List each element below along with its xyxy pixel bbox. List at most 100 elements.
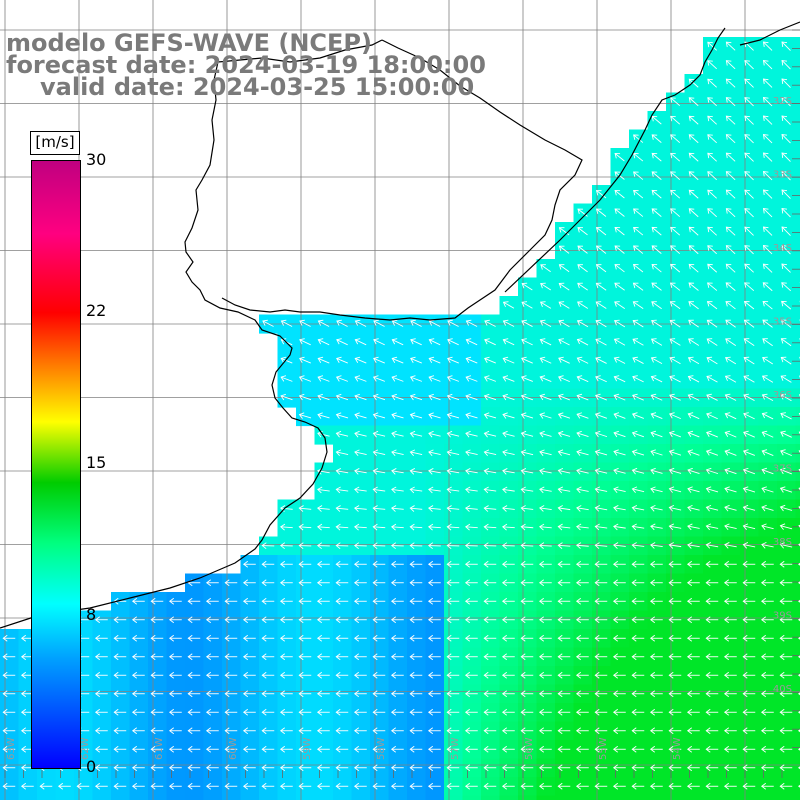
- wind-arrow: [2, 690, 16, 698]
- wind-arrow: [354, 579, 367, 587]
- wind-arrow: [336, 338, 348, 346]
- wind-arrow: [317, 764, 330, 772]
- wind-arrow: [557, 616, 571, 624]
- wind-cell: [111, 795, 131, 800]
- wind-arrow: [280, 356, 293, 364]
- wind-arrow: [613, 542, 626, 549]
- wind-arrow: [779, 560, 793, 568]
- wind-arrow: [354, 505, 367, 512]
- wind-arrow: [724, 653, 737, 661]
- wind-arrow: [243, 764, 256, 772]
- wind-arrow: [743, 430, 755, 438]
- wind-arrow: [354, 523, 367, 531]
- wind-arrow: [595, 264, 607, 273]
- wind-arrow: [354, 782, 367, 790]
- wind-arrow: [465, 319, 478, 327]
- wind-arrow: [742, 616, 756, 624]
- wind-cell: [795, 499, 800, 519]
- wind-arrow: [779, 727, 793, 735]
- wind-cell: [666, 795, 686, 800]
- wind-arrow: [614, 245, 625, 254]
- wind-arrow: [520, 560, 534, 568]
- wind-arrow: [705, 708, 719, 716]
- wind-arrow: [725, 152, 736, 162]
- wind-arrow: [317, 542, 330, 550]
- longitude-label: 61W: [154, 737, 165, 760]
- wind-arrow: [299, 356, 311, 364]
- wind-arrow: [446, 393, 460, 401]
- wind-cell: [795, 55, 800, 75]
- wind-cell: [777, 795, 797, 800]
- wind-arrow: [687, 523, 700, 531]
- wind-arrow: [372, 542, 386, 550]
- wind-arrow: [725, 115, 736, 125]
- wind-arrow: [651, 226, 662, 236]
- wind-arrow: [650, 467, 663, 475]
- wind-arrow: [744, 263, 754, 273]
- wind-arrow: [707, 282, 718, 291]
- wind-arrow: [706, 430, 718, 438]
- wind-arrow: [410, 338, 422, 346]
- wind-arrow: [502, 542, 515, 550]
- wind-arrow: [687, 430, 700, 438]
- wind-arrow: [781, 189, 791, 199]
- wind-arrow: [798, 506, 800, 510]
- wind-arrow: [539, 597, 552, 605]
- wind-arrow: [372, 616, 386, 624]
- wind-arrow: [631, 708, 645, 716]
- wind-arrow: [298, 523, 312, 531]
- wind-arrow: [779, 467, 793, 475]
- wind-arrow: [317, 634, 330, 642]
- wind-arrow: [169, 727, 182, 735]
- wind-arrow: [558, 375, 570, 383]
- wind-arrow: [780, 319, 792, 328]
- wind-arrow: [669, 282, 681, 291]
- wind-arrow: [744, 115, 754, 125]
- wind-arrow: [280, 579, 293, 587]
- wind-cell: [795, 203, 800, 223]
- wind-arrow: [576, 375, 589, 383]
- wind-arrow: [372, 523, 386, 531]
- wind-arrow: [742, 597, 756, 605]
- wind-arrow: [372, 782, 386, 790]
- wind-arrow: [670, 97, 681, 107]
- wind-arrow: [670, 189, 681, 199]
- wind-arrow: [169, 634, 182, 642]
- wind-arrow: [779, 504, 793, 512]
- wind-arrow: [132, 634, 145, 642]
- wind-arrow: [576, 542, 589, 549]
- wind-arrow: [465, 745, 478, 753]
- wind-arrow: [391, 338, 404, 346]
- wind-arrow: [391, 449, 404, 457]
- wind-arrow: [762, 171, 773, 181]
- wind-arrow: [428, 782, 441, 790]
- wind-arrow: [762, 60, 773, 70]
- wind-arrow: [669, 393, 681, 401]
- wind-arrow: [724, 634, 737, 642]
- wind-arrow: [298, 597, 312, 605]
- wind-arrow: [317, 375, 330, 382]
- wind-arrow: [687, 690, 700, 698]
- forecast-date: forecast date: 2024-03-19 18:00:00: [6, 51, 486, 79]
- wind-arrow: [354, 486, 367, 494]
- wind-arrow: [261, 560, 275, 568]
- wind-arrow: [780, 393, 792, 402]
- wind-arrow: [428, 653, 441, 661]
- wind-arrow: [502, 671, 515, 679]
- wind-arrow: [335, 708, 349, 716]
- wind-arrow: [688, 78, 699, 88]
- wind-arrow: [428, 579, 441, 587]
- colorbar-tick-8: 8: [86, 605, 97, 624]
- wind-arrow: [779, 671, 793, 679]
- wind-arrow: [187, 745, 201, 753]
- wind-arrow: [576, 523, 589, 531]
- wind-arrow: [558, 282, 570, 291]
- wind-arrow: [261, 690, 275, 698]
- wind-arrow: [557, 708, 571, 716]
- wind-arrow: [446, 782, 460, 790]
- wind-cell: [388, 795, 408, 800]
- wind-arrow: [595, 338, 607, 346]
- wind-arrow: [779, 579, 793, 587]
- wind-arrow: [391, 597, 404, 605]
- wind-arrow: [707, 226, 717, 236]
